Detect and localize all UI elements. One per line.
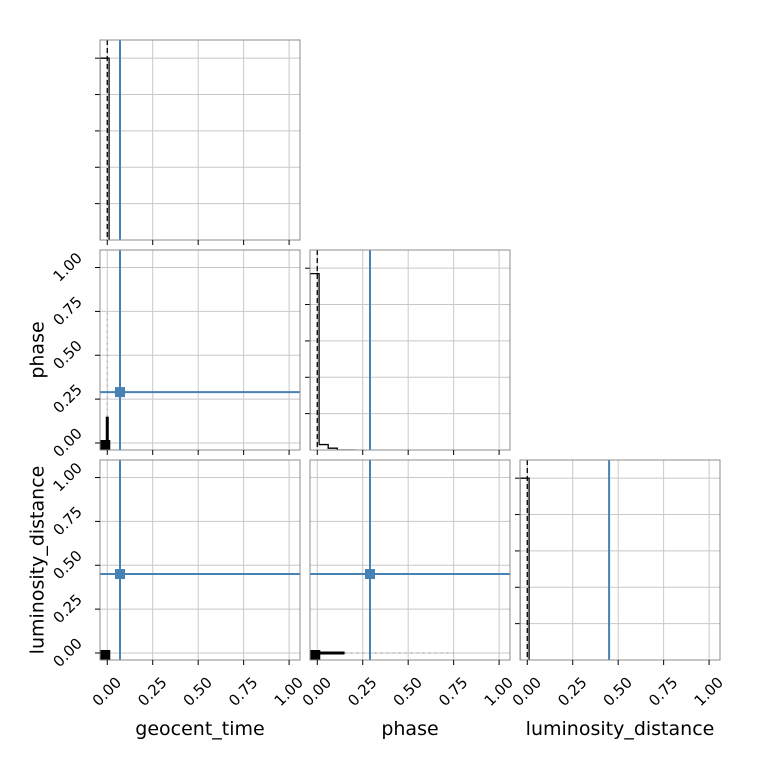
panel-geocent_time-hist bbox=[95, 39, 301, 245]
ytick-label-0: 0.00 bbox=[49, 424, 85, 460]
x-axis-label-geocent_time: geocent_time bbox=[135, 718, 264, 740]
panel-geocent_time-vs-luminosity_distance: 0.000.250.500.751.000.00 0.25 0.50 0.75 1.00 bbox=[49, 459, 306, 710]
truth-marker bbox=[115, 569, 125, 580]
ytick-label-2: 0.50 bbox=[49, 337, 85, 373]
ytick-label-3: 0.75 bbox=[49, 293, 85, 329]
ytick-label-2: 0.50 bbox=[49, 547, 85, 583]
xtick-label-3: 0.75 bbox=[435, 673, 471, 709]
panel-frame bbox=[99, 459, 301, 661]
truth-marker bbox=[115, 387, 125, 398]
panel-luminosity_distance-hist: 0.00 0.25 0.50 0.75 1.00 bbox=[509, 459, 727, 710]
panel-content bbox=[100, 460, 300, 660]
xtick-label-1: 0.25 bbox=[134, 673, 170, 709]
ytick-label-4: 1.00 bbox=[49, 249, 85, 285]
panel-phase-vs-luminosity_distance: 0.00 0.25 0.50 0.75 1.00 bbox=[299, 459, 517, 710]
histogram-geocent_time bbox=[100, 57, 110, 240]
panel-phase-hist bbox=[305, 249, 511, 455]
ytick-label-3: 0.75 bbox=[49, 503, 85, 539]
panel-content bbox=[310, 460, 510, 660]
x-axis-label-phase: phase bbox=[381, 718, 438, 740]
panel-frame bbox=[99, 249, 301, 451]
panel-content bbox=[100, 40, 121, 240]
xtick-label-0: 0.00 bbox=[509, 673, 545, 709]
xtick-label-2: 0.50 bbox=[180, 673, 216, 709]
xtick-label-4: 1.00 bbox=[691, 673, 727, 709]
panel-content bbox=[520, 460, 611, 660]
ytick-label-1: 0.25 bbox=[49, 591, 85, 627]
panel-geocent_time-vs-phase: 0.00 0.25 0.50 0.75 1.00 bbox=[49, 249, 301, 461]
xtick-label-2: 0.50 bbox=[390, 673, 426, 709]
panel-frame bbox=[519, 459, 721, 661]
xtick-label-2: 0.50 bbox=[600, 673, 636, 709]
xtick-label-1: 0.25 bbox=[554, 673, 590, 709]
xtick-label-4: 1.00 bbox=[481, 673, 517, 709]
panel-content bbox=[310, 250, 371, 450]
ytick-label-1: 0.25 bbox=[49, 381, 85, 417]
histogram-luminosity_distance bbox=[520, 477, 530, 660]
y-axis-label-phase: phase bbox=[27, 321, 49, 378]
xtick-label-3: 0.75 bbox=[225, 673, 261, 709]
panel-frame bbox=[309, 459, 511, 661]
xtick-label-1: 0.25 bbox=[344, 673, 380, 709]
ytick-label-4: 1.00 bbox=[49, 459, 85, 495]
panel-frame bbox=[309, 249, 511, 451]
x-axis-label-luminosity_distance: luminosity_distance bbox=[526, 718, 715, 740]
ytick-label-0: 0.00 bbox=[49, 634, 85, 670]
panel-content bbox=[100, 250, 300, 450]
xtick-label-4: 1.00 bbox=[271, 673, 307, 709]
truth-marker bbox=[365, 569, 375, 580]
xtick-label-3: 0.75 bbox=[645, 673, 681, 709]
histogram-phase bbox=[310, 272, 356, 450]
xtick-label-0: 0.00 bbox=[89, 673, 125, 709]
posterior-peak-marker bbox=[100, 439, 111, 450]
posterior-peak-marker bbox=[310, 649, 321, 660]
xtick-label-0: 0.00 bbox=[299, 673, 335, 709]
posterior-peak-marker bbox=[100, 649, 111, 660]
y-axis-label-luminosity_distance: luminosity_distance bbox=[27, 466, 49, 655]
panel-frame bbox=[99, 39, 301, 241]
